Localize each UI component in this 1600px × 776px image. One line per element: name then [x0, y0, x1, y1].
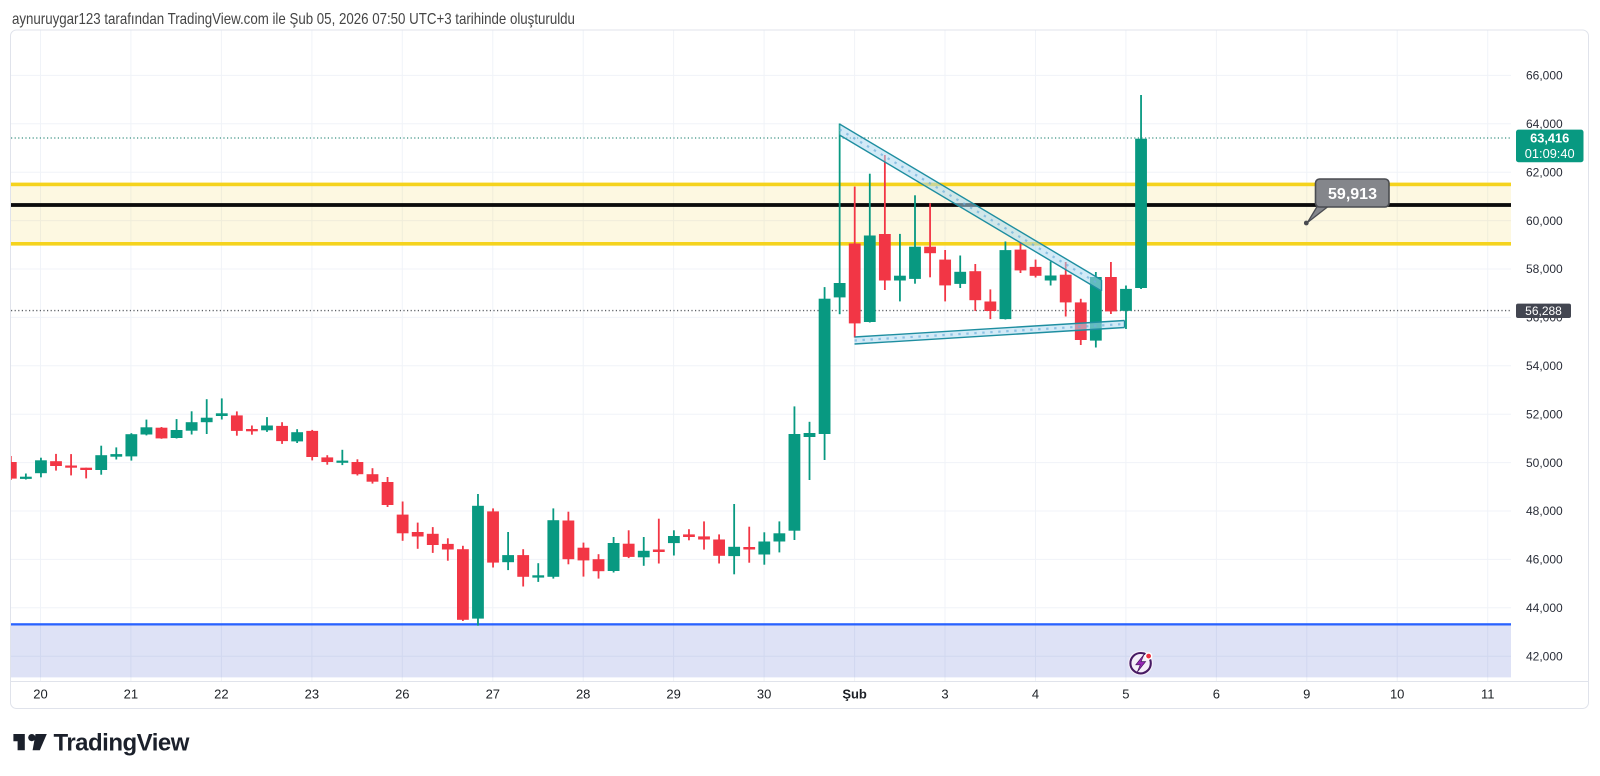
- svg-text:63,416: 63,416: [1530, 130, 1569, 145]
- svg-text:44,000: 44,000: [1526, 601, 1563, 615]
- svg-text:48,000: 48,000: [1526, 504, 1563, 518]
- svg-text:54,000: 54,000: [1526, 359, 1563, 373]
- svg-text:52,000: 52,000: [1526, 407, 1563, 421]
- svg-text:20: 20: [33, 687, 47, 702]
- svg-text:62,000: 62,000: [1526, 165, 1563, 179]
- svg-text:21: 21: [124, 687, 138, 702]
- svg-text:11: 11: [1481, 687, 1495, 702]
- svg-text:5: 5: [1122, 687, 1129, 702]
- svg-text:aynuruygar123 tarafından Tradi: aynuruygar123 tarafından TradingView.com…: [12, 11, 575, 28]
- svg-text:Şub: Şub: [842, 687, 867, 702]
- svg-text:64,000: 64,000: [1526, 117, 1563, 131]
- svg-text:3: 3: [941, 687, 948, 702]
- svg-text:9: 9: [1303, 687, 1310, 702]
- svg-text:59,913: 59,913: [1328, 186, 1377, 203]
- svg-text:27: 27: [486, 687, 500, 702]
- svg-text:TradingView: TradingView: [54, 730, 190, 757]
- svg-text:56,288: 56,288: [1525, 304, 1562, 318]
- svg-text:26: 26: [395, 687, 409, 702]
- svg-text:01:09:40: 01:09:40: [1525, 146, 1575, 161]
- svg-text:42,000: 42,000: [1526, 649, 1563, 663]
- svg-text:6: 6: [1213, 687, 1220, 702]
- svg-text:66,000: 66,000: [1526, 69, 1563, 83]
- svg-text:46,000: 46,000: [1526, 553, 1563, 567]
- svg-text:4: 4: [1032, 687, 1039, 702]
- svg-text:22: 22: [214, 687, 228, 702]
- svg-text:58,000: 58,000: [1526, 262, 1563, 276]
- svg-text:50,000: 50,000: [1526, 456, 1563, 470]
- svg-text:60,000: 60,000: [1526, 214, 1563, 228]
- svg-text:29: 29: [666, 687, 680, 702]
- svg-text:10: 10: [1390, 687, 1404, 702]
- svg-text:23: 23: [305, 687, 319, 702]
- svg-text:28: 28: [576, 687, 590, 702]
- svg-text:30: 30: [757, 687, 771, 702]
